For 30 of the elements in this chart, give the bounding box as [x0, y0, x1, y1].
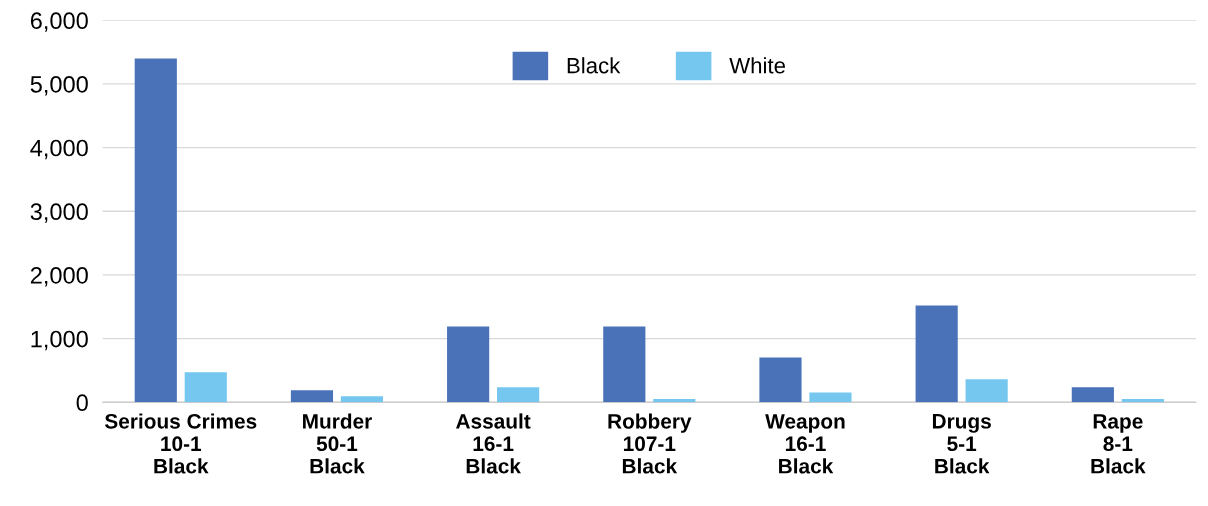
bar: [809, 392, 852, 403]
x-tick-label: Assault 16-1 Black: [456, 413, 531, 474]
y-tick-label: 1,000: [31, 330, 88, 351]
y-tick-label: 4,000: [30, 139, 88, 160]
bar: [447, 326, 490, 403]
bar: [290, 390, 334, 403]
bar: [184, 372, 227, 403]
bar: [134, 58, 177, 403]
x-tick-label: Drugs 5-1 Black: [932, 414, 991, 474]
bar: [965, 379, 1008, 403]
y-tick-label: 3,000: [30, 203, 88, 223]
bar: [1121, 399, 1164, 403]
bar: [603, 326, 646, 403]
x-tick-label: Serious Crimes 10-1 Black: [104, 413, 257, 474]
x-tick-label: Robbery 107-1 Black: [608, 413, 692, 474]
bar: [653, 399, 696, 403]
bar: [915, 305, 958, 403]
bar: [759, 357, 802, 403]
y-tick-label: 0: [76, 394, 88, 412]
legend-label: Black: [567, 57, 621, 74]
y-tick-label: 6,000: [30, 12, 88, 32]
y-tick-label: 2,000: [30, 266, 88, 287]
bar: [497, 387, 540, 403]
x-tick-label: Rape 8-1 Black: [1091, 414, 1146, 474]
legend-label: White: [729, 57, 785, 74]
x-tick-label: Weapon 16-1 Black: [765, 414, 845, 474]
bar: [340, 396, 384, 403]
bar: [1071, 387, 1114, 403]
x-tick-label: Murder 50-1 Black: [303, 413, 372, 474]
y-tick-label: 5,000: [30, 75, 88, 96]
